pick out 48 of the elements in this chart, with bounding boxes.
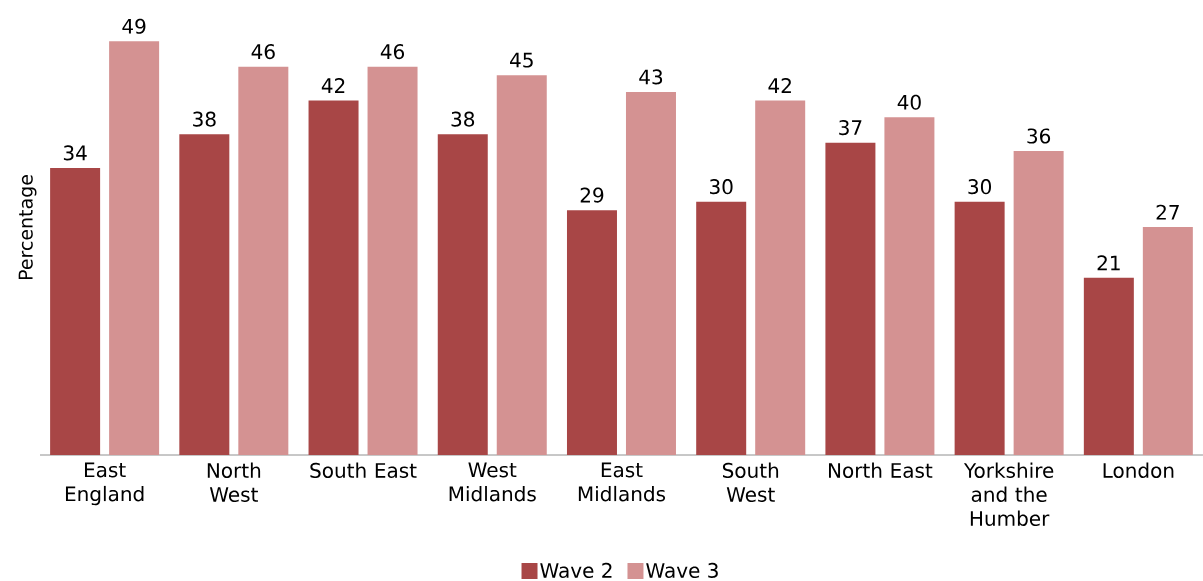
bar [437, 134, 488, 455]
data-label: 27 [1156, 204, 1179, 220]
x-tick-label: West Midlands [449, 462, 536, 502]
bar [179, 134, 230, 455]
bar [884, 117, 935, 455]
y-axis-title: Percentage [18, 175, 37, 280]
bar [625, 92, 676, 455]
x-tick-label: Yorkshire and the Humber [963, 462, 1054, 526]
x-tick-label: East Midlands [578, 462, 666, 502]
data-label: 38 [451, 111, 475, 127]
bar [367, 66, 418, 455]
bar [1083, 277, 1134, 455]
legend-label: Wave 3 [646, 562, 718, 578]
bar [238, 66, 289, 455]
x-tick-label: South East [310, 462, 417, 478]
data-label: 36 [1027, 128, 1051, 144]
data-label: 46 [251, 44, 275, 60]
data-label: 45 [510, 52, 533, 68]
data-label: 38 [193, 111, 216, 127]
data-label: 42 [768, 78, 791, 93]
bar [109, 41, 160, 455]
bar [954, 201, 1005, 455]
bar [496, 75, 547, 455]
data-label: 29 [580, 187, 604, 203]
bar [755, 100, 806, 455]
data-label: 37 [839, 120, 862, 136]
x-tick-label: North East [829, 462, 933, 478]
bar [566, 210, 617, 455]
bar [308, 100, 359, 455]
data-label: 43 [639, 69, 663, 85]
bar [696, 201, 747, 455]
bar [1142, 227, 1193, 455]
x-tick-label: London [1103, 462, 1174, 478]
data-label: 40 [897, 94, 921, 110]
x-tick-label: South West [722, 462, 779, 502]
bar [50, 167, 101, 455]
data-label: 21 [1097, 255, 1120, 271]
data-label: 34 [63, 145, 87, 161]
x-tick-label: North West [207, 462, 261, 502]
data-label: 49 [122, 18, 146, 34]
x-tick-label: East England [65, 462, 144, 506]
data-label: 30 [710, 179, 733, 195]
legend-label: Wave 2 [540, 562, 612, 578]
bar [825, 142, 876, 455]
data-label: 46 [380, 44, 405, 60]
data-label: 42 [321, 78, 345, 93]
bar [1013, 151, 1064, 455]
data-label: 30 [968, 179, 992, 195]
